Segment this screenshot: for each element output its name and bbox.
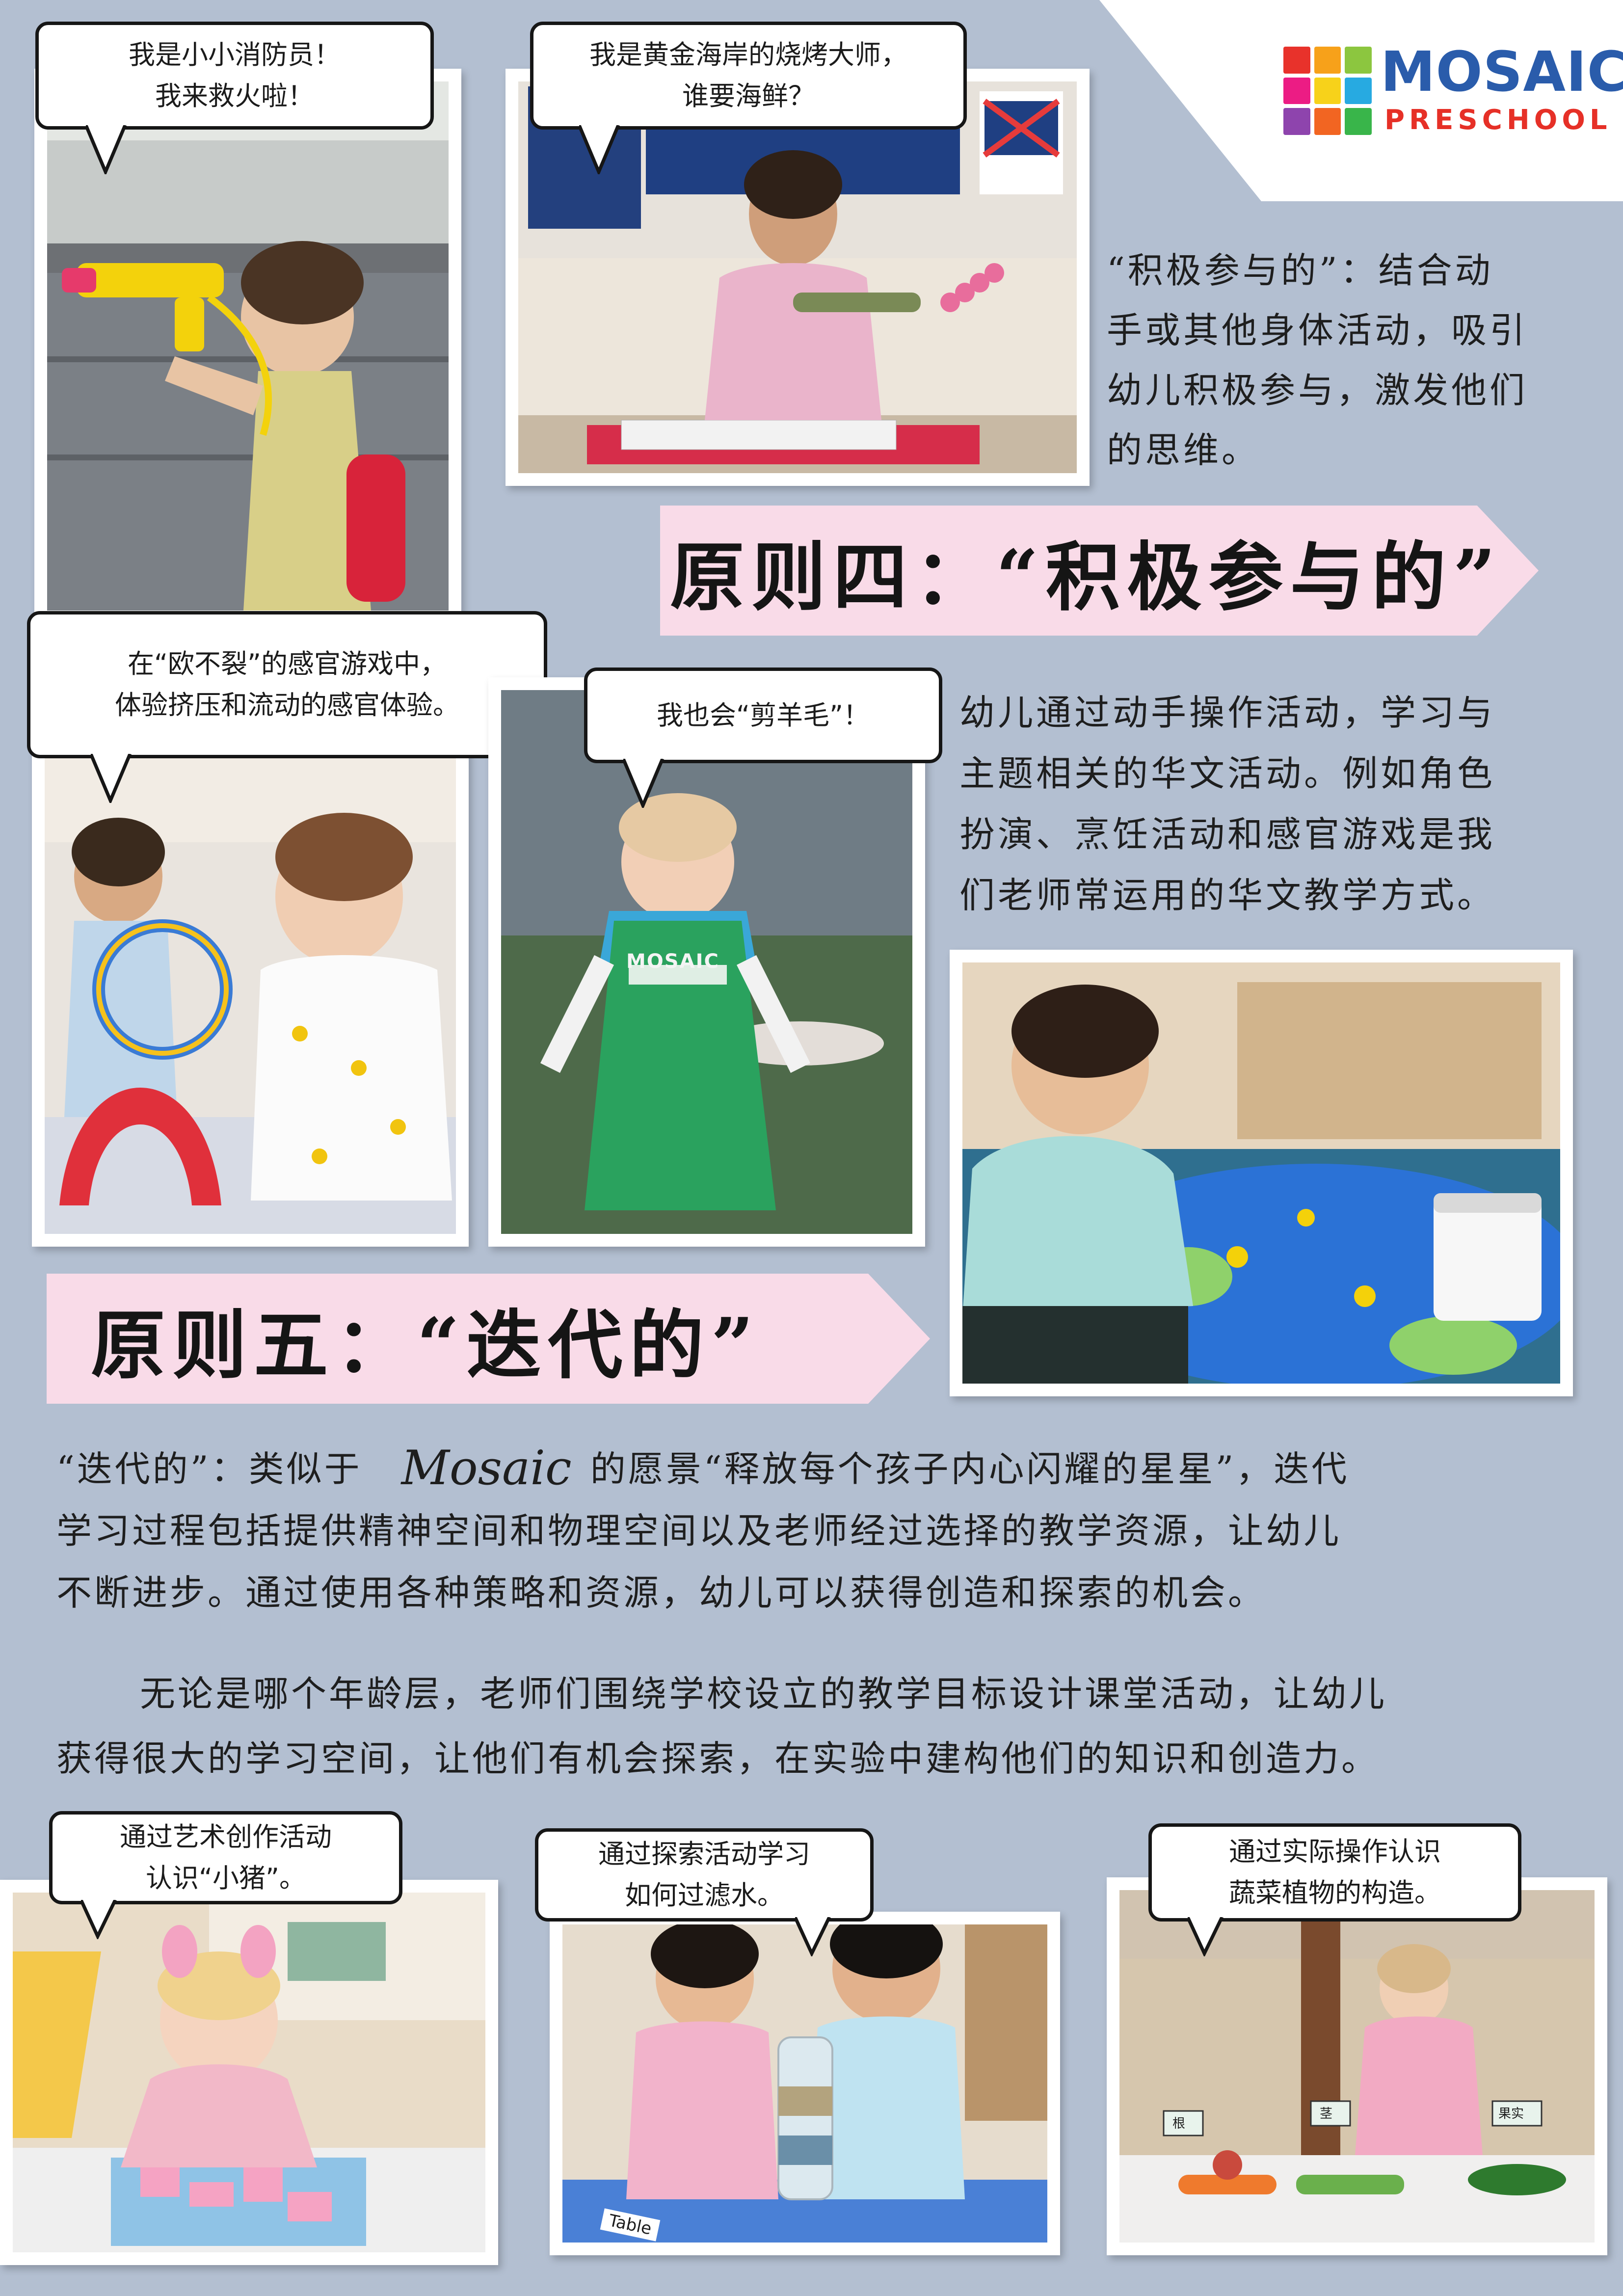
photo-water-filter: Table [550, 1912, 1060, 2255]
logo-tile [1283, 77, 1310, 105]
bubble-tail [86, 125, 127, 174]
bubble-line: 认识“小猪”。 [146, 1863, 306, 1894]
logo-tile [1345, 47, 1372, 74]
text-line: 不断进步。通过使用各种策略和资源，幼儿可以获得创造和探索的机会。 [56, 1572, 1266, 1613]
photo-pig-art-image [13, 1893, 485, 2252]
speech-bubble-water-filter: 通过探索活动学习 如何过滤水。 [535, 1828, 874, 1922]
bubble-line: 我是黄金海岸的烧烤大师， [589, 39, 907, 71]
text-line: 们老师常运用的华文教学方式。 [959, 875, 1496, 916]
principle4-intro: “积极参与的”：结合动 手或其他身体活动，吸引 幼儿积极参与，激发他们 的思维。 [1107, 240, 1602, 480]
veg-label-root: 根 [1172, 2116, 1186, 2131]
logo-tile [1314, 108, 1341, 135]
speech-bubble-firefighter: 我是小小消防员！ 我来救火啦！ [35, 22, 434, 130]
photo-bbq-master [506, 69, 1090, 486]
text-line: 无论是哪个年龄层，老师们围绕学校设立的教学目标设计课堂活动，让幼儿 [140, 1673, 1387, 1714]
bubble-line: 在“欧不裂”的感官游戏中， [128, 648, 447, 680]
photo-pond-play [950, 950, 1573, 1396]
bubble-line: 我也会“剪羊毛”！ [657, 699, 870, 731]
mosaic-signature: Mosaic [401, 1441, 572, 1495]
speech-bubble-vegetables: 通过实际操作认识 蔬菜植物的构造。 [1148, 1823, 1521, 1922]
bubble-line: 我是小小消防员！ [129, 39, 341, 71]
mosaic-logo: MOSAIC PRESCHOOL [1283, 45, 1623, 140]
bubble-tail [579, 125, 620, 174]
logo-tile [1314, 47, 1341, 74]
speech-bubble-sensory: 在“欧不裂”的感官游戏中， 体验挤压和流动的感官体验。 [27, 611, 547, 758]
photo-pond-image [962, 962, 1560, 1384]
text-fragment: 的愿景“释放每个孩子内心闪耀的星星”，迭代 [590, 1448, 1350, 1490]
bubble-tail [1188, 1917, 1224, 1956]
text-line: 的思维。 [1107, 429, 1260, 471]
text-line: 手或其他身体活动，吸引 [1107, 310, 1528, 351]
principle5-paragraph-2: 无论是哪个年龄层，老师们围绕学校设立的教学目标设计课堂活动，让幼儿 获得很大的学… [56, 1661, 1588, 1791]
logo-tile [1345, 108, 1372, 135]
bubble-line: 通过探索活动学习 [598, 1839, 810, 1870]
bubble-line: 通过实际操作认识 [1229, 1836, 1441, 1868]
logo-subtitle: PRESCHOOL [1384, 104, 1612, 136]
principle5-title: 原则五：“迭代的” [91, 1301, 761, 1389]
bubble-line: 体验挤压和流动的感官体验。 [115, 690, 459, 721]
bubble-tail [623, 759, 665, 808]
text-line: 学习过程包括提供精神空间和物理空间以及老师经过选择的教学资源，让幼儿 [56, 1510, 1342, 1551]
bubble-line: 我来救火啦！ [155, 80, 314, 111]
text-line: “迭代的”：类似于 Mosaic 的愿景“释放每个孩子内心闪耀的星星”，迭代 [56, 1438, 1588, 1500]
photo-shearing-image: MOSAIC [501, 690, 912, 1234]
principle4-banner: 原则四：“积极参与的” [660, 506, 1539, 636]
speech-bubble-shearing: 我也会“剪羊毛”！ [584, 667, 942, 763]
speech-bubble-pig-art: 通过艺术创作活动 认识“小猪”。 [49, 1811, 402, 1904]
principle5-paragraph-1: “迭代的”：类似于 Mosaic 的愿景“释放每个孩子内心闪耀的星星”，迭代 学习过… [56, 1438, 1588, 1624]
photo-water-filter-image: Table [562, 1924, 1047, 2243]
bubble-tail [795, 1917, 831, 1956]
principle4-body: 幼儿通过动手操作活动，学习与 主题相关的华文活动。例如角色 扮演、烹饪活动和感官… [959, 682, 1612, 926]
text-line: 幼儿积极参与，激发他们 [1107, 370, 1528, 411]
logo-tile [1283, 47, 1310, 74]
logo-tile [1283, 108, 1310, 135]
principle5-banner: 原则五：“迭代的” [47, 1274, 930, 1404]
text-line: “积极参与的”：结合动 [1107, 250, 1493, 291]
principle4-title: 原则四：“积极参与的” [670, 533, 1503, 621]
bubble-tail [91, 754, 132, 803]
bubble-line: 如何过滤水。 [625, 1880, 784, 1911]
text-fragment: “迭代的”：类似于 [56, 1448, 362, 1490]
bubble-line: 通过艺术创作活动 [120, 1821, 332, 1853]
logo-name: MOSAIC [1381, 40, 1623, 104]
text-line: 幼儿通过动手操作活动，学习与 [959, 692, 1496, 733]
logo-mosaic-tiles-icon [1283, 47, 1372, 135]
speech-bubble-bbq: 我是黄金海岸的烧烤大师， 谁要海鲜？ [530, 22, 967, 130]
photo-sheep-shearing: MOSAIC [488, 677, 925, 1247]
photo-vegetables: 根 茎 果实 [1107, 1877, 1607, 2255]
photo-vegetables-image: 根 茎 果实 [1119, 1890, 1595, 2243]
bubble-tail [81, 1900, 117, 1939]
bubble-line: 蔬菜植物的构造。 [1229, 1877, 1441, 1908]
veg-label-stem: 茎 [1320, 2107, 1333, 2121]
logo-tile [1314, 77, 1341, 105]
text-line: 扮演、烹饪活动和感官游戏是我 [959, 814, 1496, 855]
photo-pig-art [0, 1880, 498, 2265]
bubble-line: 谁要海鲜？ [682, 80, 815, 111]
veg-label-fruit: 果实 [1498, 2107, 1524, 2121]
apron-logo-text: MOSAIC [626, 950, 719, 973]
logo-tile [1345, 77, 1372, 105]
text-line: 主题相关的华文活动。例如角色 [959, 753, 1496, 794]
text-line: 获得很大的学习空间，让他们有机会探索，在实验中建构他们的知识和创造力。 [56, 1738, 1380, 1779]
